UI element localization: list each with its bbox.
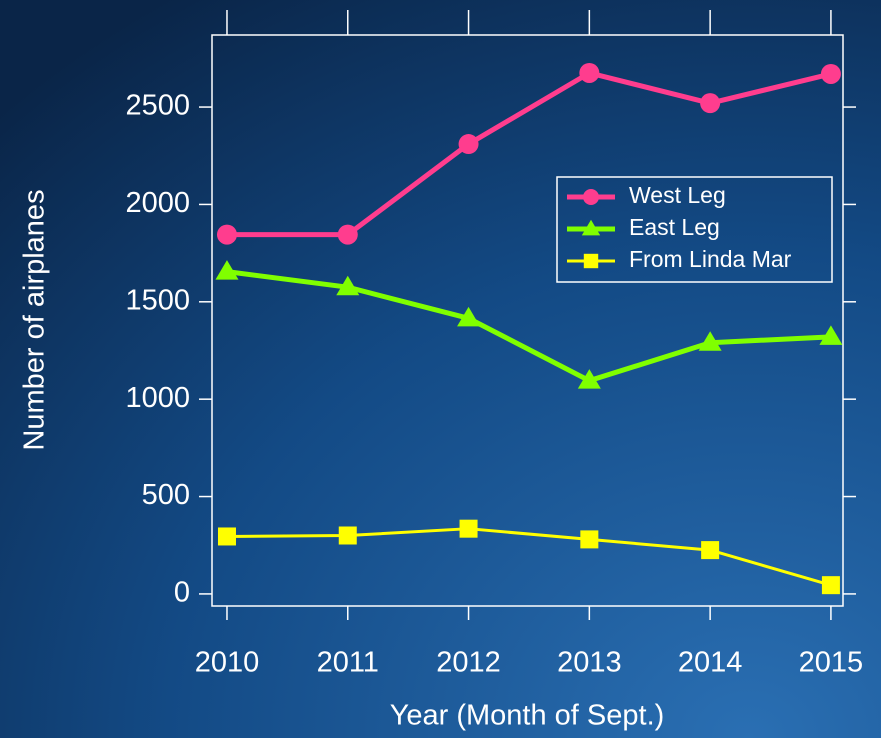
x-tick-label: 2011	[317, 647, 379, 679]
marker	[215, 260, 239, 280]
marker	[458, 134, 479, 155]
marker	[457, 306, 481, 327]
marker	[337, 224, 358, 245]
marker	[700, 93, 721, 114]
marker	[701, 541, 720, 560]
y-tick-label: 1000	[125, 382, 190, 414]
marker	[336, 275, 360, 296]
x-tick-label: 2014	[678, 647, 743, 679]
y-tick-label: 0	[174, 577, 190, 609]
marker	[819, 325, 843, 345]
marker	[216, 224, 237, 245]
marker	[338, 526, 357, 545]
x-tick-label: 2012	[436, 647, 501, 679]
x-tick-label: 2013	[557, 647, 622, 679]
y-tick-label: 2000	[125, 187, 190, 219]
marker	[583, 253, 599, 269]
marker	[579, 62, 600, 83]
marker	[217, 527, 236, 546]
series-line	[226, 527, 832, 587]
y-tick-label: 1500	[125, 284, 190, 316]
x-axis-label: Year (Month of Sept.)	[390, 700, 665, 732]
y-tick-label: 2500	[125, 90, 190, 122]
legend-label: From Linda Mar	[629, 246, 792, 272]
marker	[581, 219, 601, 236]
marker	[698, 331, 722, 351]
y-tick-label: 500	[142, 479, 190, 511]
series-line	[226, 269, 832, 384]
legend-box	[556, 176, 833, 283]
legend-label: East Leg	[629, 214, 720, 240]
marker	[580, 530, 599, 549]
x-tick-label: 2010	[195, 647, 260, 679]
y-axis-label: Number of airplanes	[19, 189, 51, 450]
marker	[821, 576, 840, 595]
x-tick-label: 2015	[799, 647, 864, 679]
legend-label: West Leg	[629, 182, 726, 208]
marker	[459, 519, 478, 538]
series-line	[226, 70, 832, 238]
marker	[577, 369, 601, 389]
plot-frame	[211, 34, 844, 607]
marker	[583, 189, 599, 205]
marker	[820, 63, 841, 84]
